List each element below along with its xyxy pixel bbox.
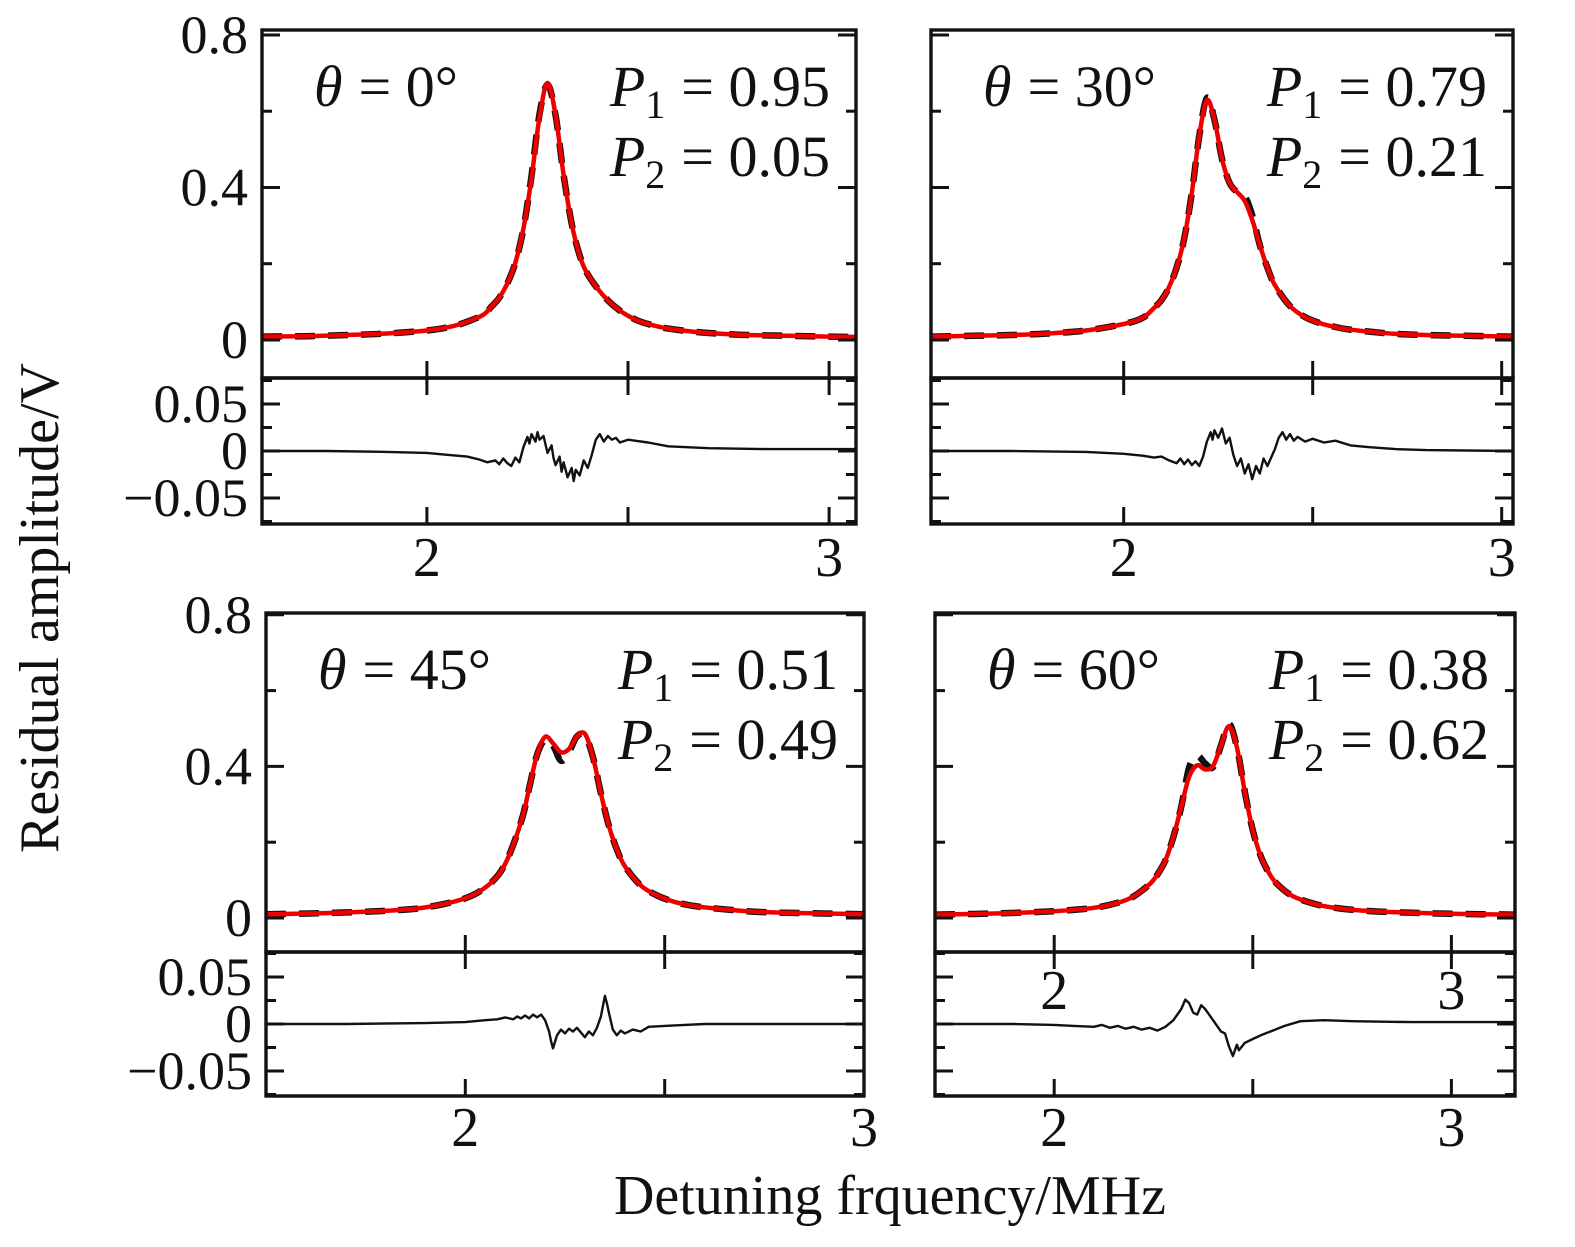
residual-curve-panel-3 [935,998,1515,1058]
fit-curve-panel-0 [261,80,857,340]
x-axis-title: Detuning frquency/MHz [614,1165,1166,1227]
y-tick-label: −0.05 [123,468,248,528]
theta-annotation: θ = 0° [314,54,458,119]
y-tick-label: 0.05 [154,374,249,434]
y-tick-label: 0 [221,421,248,481]
p2-annotation: P2 = 0.49 [617,707,838,780]
theta-annotation: θ = 60° [987,637,1160,702]
fit-curve-panel-1 [930,97,1514,339]
y-tick-label: 0.4 [181,158,249,218]
x-tick-label: 3 [1488,527,1516,589]
p1-annotation: P1 = 0.79 [1266,54,1487,127]
residual-curve-panel-2 [266,994,864,1050]
measured-curve-panel-0 [261,81,857,341]
x-tick-label: 2 [413,527,441,589]
y-tick-label: 0 [225,994,252,1054]
x-tick-label: 2 [451,1097,479,1159]
x-tick-label: 3 [815,527,843,589]
y-tick-label: 0 [225,888,252,948]
theta-annotation: θ = 30° [983,54,1156,119]
theta-annotation: θ = 45° [318,637,491,702]
y-tick-label: 0.05 [158,947,253,1007]
y-tick-label: 0.8 [185,585,253,645]
y-tick-label: 0 [221,310,248,370]
p1-annotation: P1 = 0.95 [609,54,830,127]
p2-annotation: P2 = 0.05 [609,124,830,197]
p1-annotation: P1 = 0.51 [617,637,838,710]
y-tick-label: −0.05 [127,1041,252,1101]
fit-curve-panel-2 [265,730,865,917]
p1-annotation: P1 = 0.38 [1268,637,1489,710]
y-axis-title: Residual amplitude/V [9,363,71,853]
inside-x-tick-label: 3 [1437,960,1465,1022]
p2-annotation: P2 = 0.21 [1266,124,1487,197]
x-tick-label: 2 [1110,527,1138,589]
y-tick-label: 0.4 [185,736,253,796]
x-tick-label: 3 [850,1097,878,1159]
x-tick-label: 3 [1437,1097,1465,1159]
fit-curve-panel-3 [934,723,1516,917]
residual-curve-panel-0 [262,431,856,483]
residual-curve-panel-1 [931,427,1514,481]
x-tick-label: 2 [1040,1097,1068,1159]
p2-annotation: P2 = 0.62 [1268,707,1489,780]
y-tick-label: 0.8 [181,5,249,65]
inside-x-tick-label: 2 [1040,960,1068,1022]
